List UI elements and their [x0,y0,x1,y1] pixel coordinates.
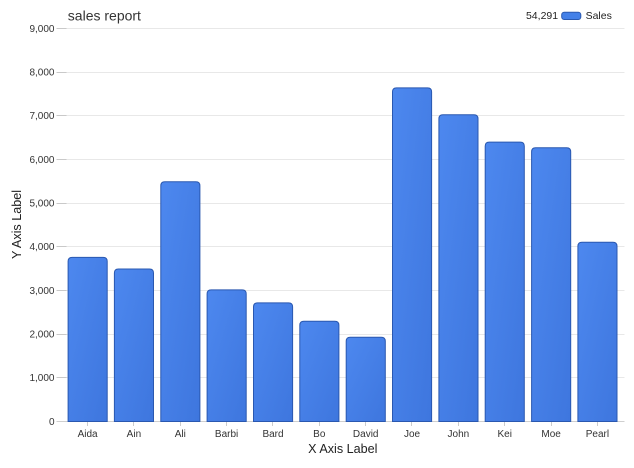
svg-text:sales report: sales report [68,7,141,23]
svg-text:David: David [353,429,379,440]
svg-text:Ali: Ali [175,429,186,440]
svg-text:X Axis Label: X Axis Label [308,442,377,456]
svg-text:54,291: 54,291 [526,10,558,22]
svg-text:Joe: Joe [404,429,421,440]
svg-text:Y Axis Label: Y Axis Label [10,190,24,259]
svg-text:Bard: Bard [262,429,283,440]
svg-text:6,000: 6,000 [29,155,54,166]
svg-text:8,000: 8,000 [29,68,54,79]
svg-text:Kei: Kei [497,429,511,440]
svg-text:1,000: 1,000 [29,373,54,384]
svg-text:4,000: 4,000 [29,242,54,253]
svg-text:3,000: 3,000 [29,286,54,297]
svg-text:Bo: Bo [313,429,326,440]
svg-text:Barbi: Barbi [215,429,238,440]
svg-text:Pearl: Pearl [586,429,609,440]
svg-text:Moe: Moe [541,429,561,440]
svg-text:Aida: Aida [78,429,98,440]
svg-text:John: John [448,429,470,440]
svg-text:0: 0 [49,417,55,428]
svg-text:Sales: Sales [586,10,612,22]
svg-text:2,000: 2,000 [29,330,54,341]
svg-text:9,000: 9,000 [29,24,54,35]
svg-text:7,000: 7,000 [29,111,54,122]
svg-text:Ain: Ain [127,429,141,440]
svg-text:5,000: 5,000 [29,199,54,210]
